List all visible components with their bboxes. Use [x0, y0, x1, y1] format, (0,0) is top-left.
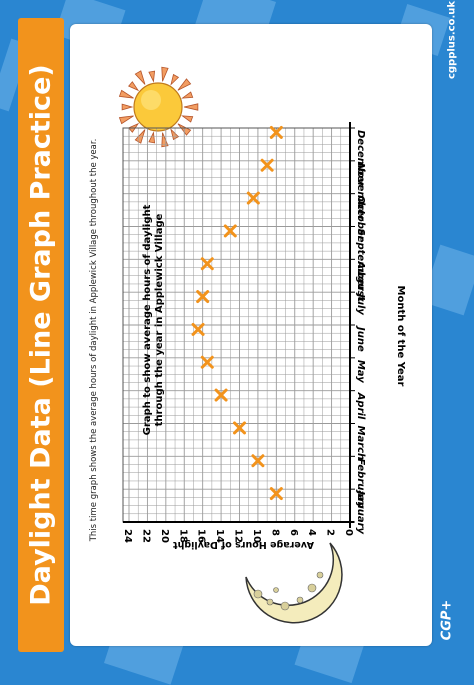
- sun-ray: [161, 66, 169, 82]
- y-tick-label: 10: [251, 529, 262, 543]
- sun-icon: [118, 66, 199, 148]
- chart-axes: [123, 122, 355, 528]
- data-point-stroke: [260, 158, 274, 172]
- y-tick-label: 14: [214, 529, 225, 543]
- data-point: [269, 125, 283, 139]
- x-tick-label: June: [355, 325, 366, 352]
- y-tick-label: 0: [343, 529, 354, 536]
- data-point: [269, 487, 283, 501]
- y-tick-label: 2: [325, 529, 336, 536]
- sun-ray: [177, 78, 192, 91]
- data-point-stroke: [200, 355, 214, 369]
- x-tick-label: September: [355, 229, 366, 292]
- data-point: [200, 355, 214, 369]
- x-tick-label: March: [355, 426, 366, 461]
- data-point-stroke: [246, 191, 260, 205]
- sun-ray: [121, 103, 134, 111]
- x-tick-label: May: [355, 360, 366, 383]
- sun-highlight: [141, 90, 161, 110]
- x-axis-title: Month of the Year: [395, 286, 406, 387]
- x-tick-label: February: [355, 458, 366, 509]
- chart-title: Graph to show average hours of daylightt…: [142, 204, 165, 435]
- x-tick-label: August: [355, 260, 366, 302]
- y-tick-label: 22: [140, 529, 151, 543]
- data-point-stroke: [233, 421, 246, 435]
- x-tick-label: January: [355, 489, 366, 534]
- sun-ray: [118, 115, 134, 125]
- x-tick-label: November: [355, 163, 366, 222]
- y-tick-label: 16: [196, 529, 207, 543]
- x-tick-label: July: [355, 292, 366, 315]
- sun-ray: [148, 70, 156, 83]
- data-point: [251, 454, 265, 468]
- data-point: [200, 257, 214, 271]
- sun-ray: [183, 103, 199, 111]
- x-tick-label: October: [355, 196, 366, 242]
- data-point-stroke: [269, 487, 283, 501]
- data-point: [214, 388, 228, 402]
- sun-ray: [148, 131, 156, 144]
- data-point-stroke: [223, 224, 237, 238]
- chart-grid: [122, 127, 351, 523]
- y-axis-title: Average Hours of Daylight: [173, 539, 314, 550]
- y-tick-label: 8: [269, 529, 280, 536]
- sun-ray: [128, 81, 140, 92]
- y-tick-label: 4: [306, 529, 317, 536]
- moon-crater: [316, 571, 324, 579]
- data-point: [196, 290, 210, 304]
- data-point: [260, 158, 274, 172]
- sun-ray: [134, 70, 146, 85]
- data-point: [233, 421, 246, 435]
- y-tick-label: 12: [233, 529, 244, 543]
- sun-ray: [161, 132, 169, 148]
- data-point-stroke: [196, 290, 210, 304]
- moon-crater: [273, 587, 279, 593]
- x-tick-label: December: [355, 130, 366, 188]
- moon-icon: [245, 542, 343, 624]
- moon-crater: [296, 596, 304, 604]
- y-tick-label: 6: [288, 529, 299, 536]
- site-url[interactable]: cgpplus.co.uk: [446, 0, 458, 80]
- y-tick-label: 18: [177, 529, 188, 543]
- sun-ray: [170, 128, 180, 141]
- data-point-stroke: [214, 388, 228, 402]
- data-point: [246, 191, 260, 205]
- sun-ray: [118, 89, 134, 99]
- sun-ray: [181, 115, 194, 123]
- data-point-stroke: [251, 454, 265, 468]
- y-tick-label: 20: [159, 529, 170, 543]
- cgp-logo: CGP+: [439, 599, 455, 641]
- y-tick-label: 24: [122, 529, 133, 543]
- moon-crater: [266, 598, 274, 606]
- moon-crater: [307, 583, 317, 593]
- x-tick-label: April: [355, 392, 366, 420]
- moon-crater: [253, 589, 263, 599]
- sun-ray: [170, 73, 180, 86]
- data-point-stroke: [200, 257, 214, 271]
- data-point: [191, 322, 205, 336]
- data-point-stroke: [191, 322, 205, 336]
- chart-marks: [191, 125, 283, 501]
- moon-shape: [245, 542, 343, 624]
- data-point-stroke: [269, 125, 283, 139]
- title-banner: [18, 18, 64, 652]
- sun-ray: [181, 91, 194, 99]
- moon-crater: [280, 601, 290, 611]
- data-point: [223, 224, 237, 238]
- intro-text: This time graph shows the average hours …: [89, 139, 99, 543]
